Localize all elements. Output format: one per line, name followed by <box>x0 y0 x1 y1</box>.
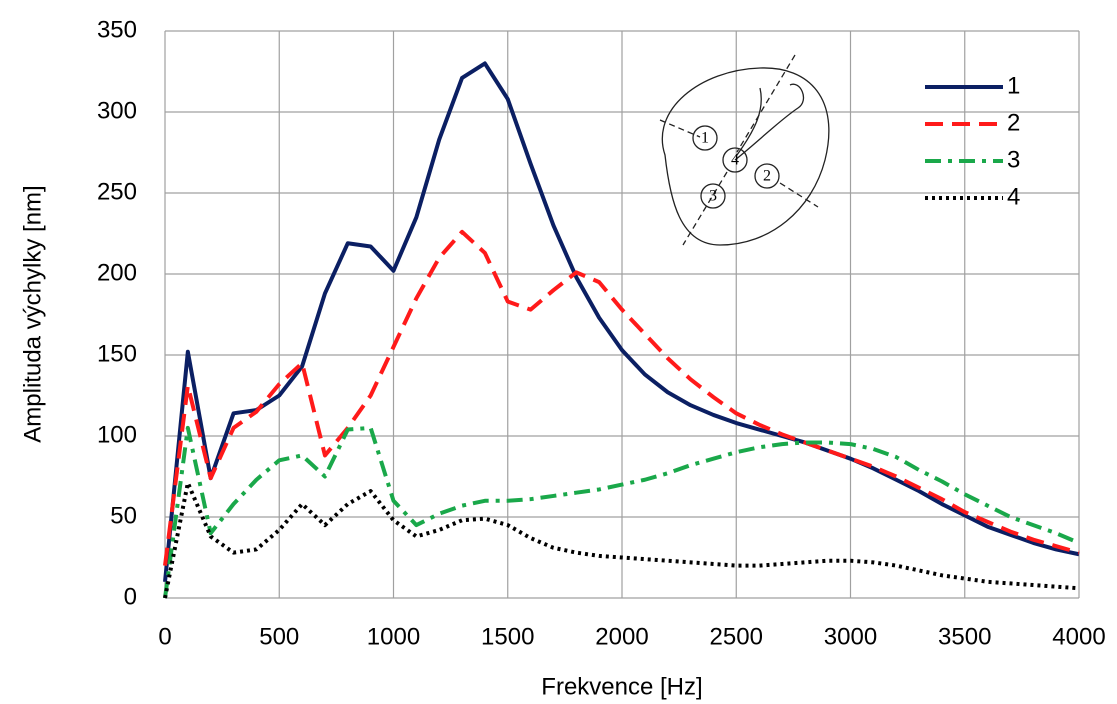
inset-label: 4 <box>731 152 739 169</box>
y-tick-label: 350 <box>97 16 137 43</box>
inset-label: 2 <box>763 168 771 185</box>
inset-label: 1 <box>701 130 709 147</box>
y-tick-label: 0 <box>124 583 137 610</box>
x-tick-label: 2500 <box>710 623 763 650</box>
y-tick-label: 200 <box>97 259 137 286</box>
inset-label: 3 <box>709 188 717 205</box>
series-line <box>163 61 1080 582</box>
x-tick-label: 2000 <box>595 623 648 650</box>
y-tick-label: 300 <box>97 97 137 124</box>
series-line <box>163 229 1080 566</box>
x-tick-label: 3500 <box>938 623 991 650</box>
x-tick-label: 3000 <box>824 623 877 650</box>
y-tick-label: 150 <box>97 340 137 367</box>
legend-label: 4 <box>1007 183 1020 210</box>
y-tick-label: 50 <box>110 502 137 529</box>
x-tick-label: 4000 <box>1052 623 1105 650</box>
series-line <box>163 425 1080 599</box>
y-tick-label: 100 <box>97 421 137 448</box>
y-axis-label: Amplituda výchylky [nm] <box>19 185 46 442</box>
series-line <box>163 480 1080 599</box>
x-tick-label: 0 <box>158 623 171 650</box>
legend-label: 3 <box>1007 146 1020 173</box>
legend-label: 1 <box>1007 72 1020 99</box>
x-tick-label: 1500 <box>481 623 534 650</box>
inset-diagram: 1 4 2 3 <box>659 54 830 246</box>
x-axis-label: Frekvence [Hz] <box>541 673 702 700</box>
legend-label: 2 <box>1007 109 1020 136</box>
grid <box>164 30 1080 599</box>
y-tick-label: 250 <box>97 178 137 205</box>
x-tick-label: 500 <box>259 623 299 650</box>
x-tick-label: 1000 <box>367 623 420 650</box>
